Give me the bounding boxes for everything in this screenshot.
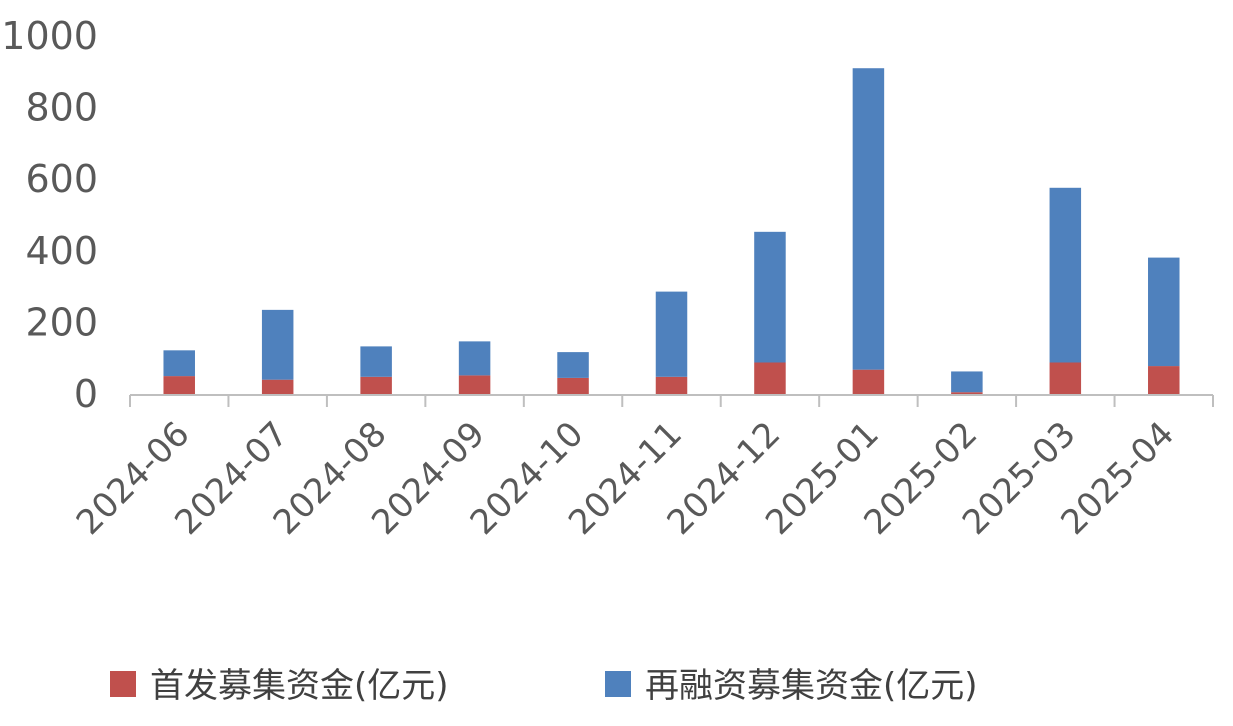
y-axis: 0 200 400 600 800 1000 <box>1 14 98 416</box>
legend-swatch <box>110 671 136 697</box>
y-tick-label: 0 <box>74 372 98 416</box>
y-tick-label: 1000 <box>1 14 98 58</box>
bar-refinancing-funds <box>1148 257 1180 367</box>
bar-ipo-funds <box>951 392 983 394</box>
bar-ipo-funds <box>557 377 589 394</box>
bar-ipo-funds <box>1148 366 1180 394</box>
bar-ipo-funds <box>163 376 195 394</box>
bar-refinancing-funds <box>557 352 589 378</box>
x-axis: 2024-062024-072024-082024-092024-102024-… <box>69 395 1214 543</box>
legend-swatch <box>605 671 631 697</box>
bar-ipo-funds <box>458 375 491 394</box>
y-tick-label: 200 <box>25 300 98 344</box>
bar-refinancing-funds <box>360 346 392 377</box>
bar-ipo-funds <box>1049 362 1082 394</box>
bar-refinancing-funds <box>754 231 786 363</box>
y-tick-label: 600 <box>25 157 98 201</box>
bar-ipo-funds <box>754 362 786 394</box>
legend-label: 再融资募集资金(亿元) <box>645 666 978 706</box>
bar-ipo-funds <box>360 376 392 394</box>
bars <box>163 68 1180 394</box>
bar-refinancing-funds <box>163 350 195 377</box>
bar-refinancing-funds <box>458 341 491 376</box>
bar-refinancing-funds <box>655 291 688 377</box>
bar-refinancing-funds <box>1049 187 1082 363</box>
bar-ipo-funds <box>852 369 885 394</box>
bar-ipo-funds <box>261 379 294 394</box>
bar-ipo-funds <box>655 376 688 394</box>
legend-label: 首发募集资金(亿元) <box>150 666 449 706</box>
bar-refinancing-funds <box>852 68 885 370</box>
bar-refinancing-funds <box>261 309 294 380</box>
y-tick-label: 400 <box>25 229 98 273</box>
legend: 首发募集资金(亿元) 再融资募集资金(亿元) <box>110 666 978 706</box>
y-tick-label: 800 <box>25 86 98 130</box>
bar-refinancing-funds <box>951 371 983 393</box>
